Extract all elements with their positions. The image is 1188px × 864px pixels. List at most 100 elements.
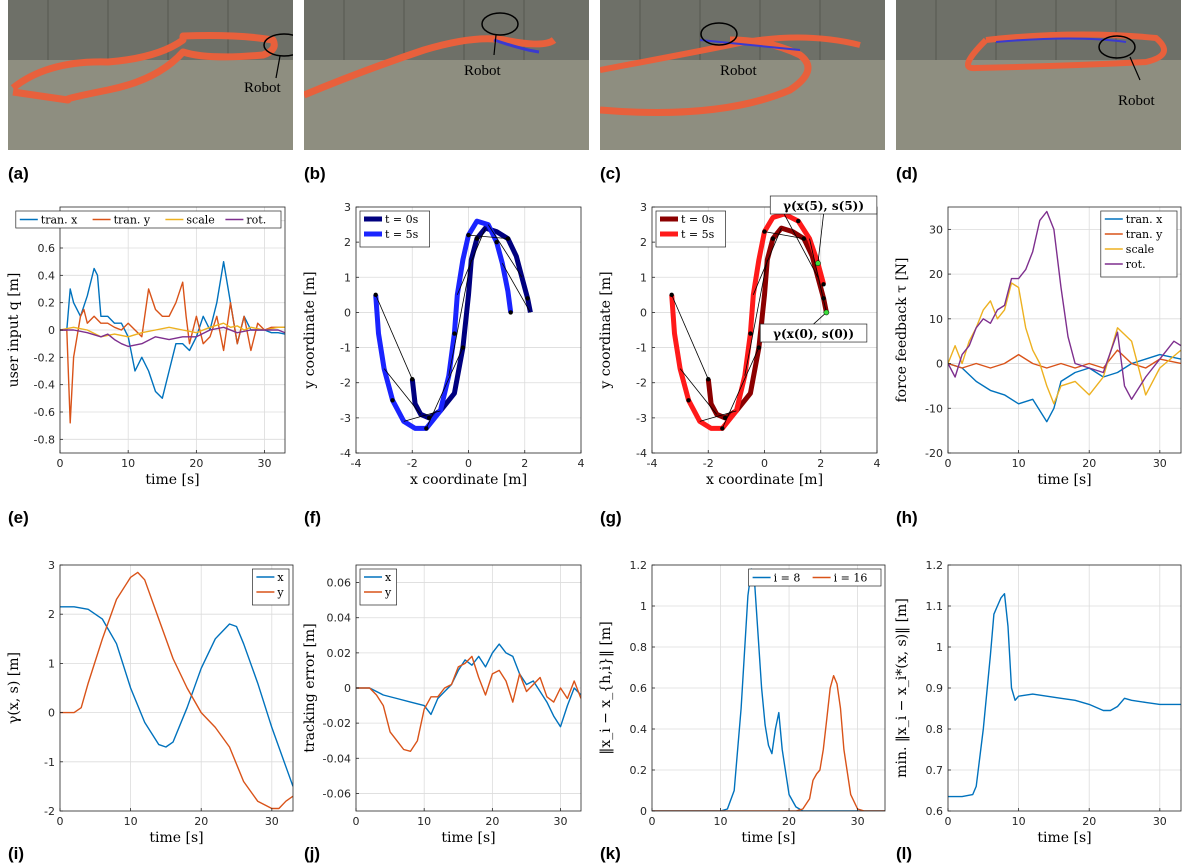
x-tick-label: 0: [945, 815, 952, 828]
annotation-leader: [817, 213, 824, 264]
axes-box: [59, 564, 294, 812]
data-point: [452, 331, 457, 336]
series-line-i-0: [60, 606, 293, 787]
trajectory-connector: [456, 227, 486, 296]
legend-label: tran. y: [1126, 228, 1163, 241]
x-tick-label: 30: [851, 815, 865, 828]
x-tick-label: 30: [554, 815, 568, 828]
x-tick-label: 10: [121, 457, 135, 470]
y-tick-label: -0.06: [323, 787, 351, 800]
legend-label: t = 5s: [681, 228, 715, 241]
x-tick-label: 0: [945, 457, 952, 470]
legend-label: tran. x: [41, 214, 78, 227]
y-tick-label: 0.2: [630, 764, 648, 777]
annotation-label: γ(x(5), s(5)): [783, 199, 864, 213]
series-line-f-1: [373, 218, 514, 431]
caption-c: (c): [600, 164, 621, 183]
x-axis-label: x coordinate [m]: [706, 472, 823, 488]
trajectory-connector: [383, 368, 421, 415]
y-tick-label: -2: [636, 377, 647, 390]
x-tick-label: 10: [124, 815, 138, 828]
x-axis-label: time [s]: [1037, 830, 1091, 846]
x-tick-label: 20: [782, 815, 796, 828]
series-line-e-3: [60, 326, 285, 348]
data-point: [796, 218, 801, 224]
y-tick-label: -1: [44, 756, 55, 769]
x-tick-label: 4: [874, 457, 881, 470]
y-tick-label: -0.6: [34, 406, 55, 419]
data-point: [474, 236, 480, 241]
photo-b-robot-label: Robot: [464, 63, 502, 79]
y-tick-label: -0.02: [323, 717, 351, 730]
y-tick-label: 1.2: [630, 559, 648, 572]
photo-a: Robot: [8, 0, 293, 150]
y-tick-label: 0: [640, 805, 647, 818]
series-line-k-0: [652, 568, 885, 811]
y-tick-label: 2: [48, 608, 55, 621]
caption-j: (j): [304, 844, 321, 863]
y-tick-label: 0: [344, 306, 351, 319]
data-point: [460, 345, 466, 350]
legend-label: rot.: [246, 214, 266, 227]
annotation-point: [823, 309, 830, 316]
y-axis-label: ‖x_i − x_{h,i}‖ [m]: [598, 621, 614, 754]
data-point: [770, 236, 776, 241]
caption-a: (a): [8, 164, 29, 183]
y-axis-label: user input q [m]: [6, 273, 22, 388]
y-tick-label: -4: [636, 447, 647, 460]
legend-label: t = 5s: [385, 228, 419, 241]
annotation-leader: [813, 312, 827, 325]
photo-c-scene: Robot: [600, 0, 885, 150]
data-point: [508, 310, 513, 315]
y-tick-label: 0: [640, 306, 647, 319]
legend-label: tran. x: [1126, 213, 1163, 226]
y-tick-label: 0.8: [926, 723, 944, 736]
trajectory-connector: [403, 410, 441, 422]
photo-d-scene: Robot: [896, 0, 1181, 150]
x-tick-label: 2: [817, 457, 824, 470]
data-point: [748, 331, 753, 336]
y-tick-label: 3: [344, 201, 351, 214]
y-tick-label: 0: [936, 358, 943, 371]
y-tick-label: 0.6: [630, 682, 648, 695]
trajectory-connector: [679, 368, 717, 415]
y-tick-label: 0.04: [327, 612, 352, 625]
x-tick-label: 10: [714, 815, 728, 828]
x-tick-label: 0: [761, 457, 768, 470]
x-tick-label: 20: [485, 815, 499, 828]
trajectory-connector: [375, 294, 413, 380]
y-tick-label: 1: [640, 271, 647, 284]
x-tick-label: 30: [258, 457, 272, 470]
data-point: [669, 292, 674, 298]
y-tick-label: -20: [925, 447, 943, 460]
photo-d-robot-label: Robot: [1118, 93, 1156, 109]
y-tick-label: 1.2: [926, 559, 944, 572]
trajectory-connector: [448, 259, 472, 376]
y-tick-label: 3: [48, 559, 55, 572]
y-tick-label: 1: [936, 641, 943, 654]
chart-f: -4 -2 0 2 4 -4 -3 -2 -1 0 1 2 3 x coordinate [m] y coo…: [302, 201, 585, 488]
data-point: [821, 282, 826, 287]
y-tick-label: 30: [929, 223, 943, 236]
data-point: [390, 398, 395, 403]
trajectory-connector: [783, 213, 819, 278]
caption-l: (l): [896, 844, 913, 863]
data-point: [525, 296, 530, 301]
legend-label: i = 8: [774, 572, 801, 585]
y-tick-label: 0.02: [327, 647, 352, 660]
photo-b-scene: Robot: [304, 0, 589, 150]
trajectory-connector: [501, 263, 531, 313]
y-tick-label: 0.9: [926, 682, 944, 695]
data-point: [686, 398, 691, 403]
chart-h: 0 10 20 30 -20 -10 0 10 20 30 time [s] force feedba…: [894, 206, 1182, 488]
y-tick-label: 1: [640, 600, 647, 613]
x-tick-label: 20: [189, 457, 203, 470]
y-tick-label: 0.06: [327, 577, 352, 590]
x-axis-label: time [s]: [149, 830, 203, 846]
caption-h: (h): [896, 508, 918, 527]
data-point: [494, 239, 499, 245]
x-tick-label: 30: [265, 815, 279, 828]
chart-g: -4 -2 0 2 4 -4 -3 -2 -1 0 1 2 3 x coordinate [m] y coo…: [598, 195, 881, 488]
y-tick-label: -3: [636, 412, 647, 425]
